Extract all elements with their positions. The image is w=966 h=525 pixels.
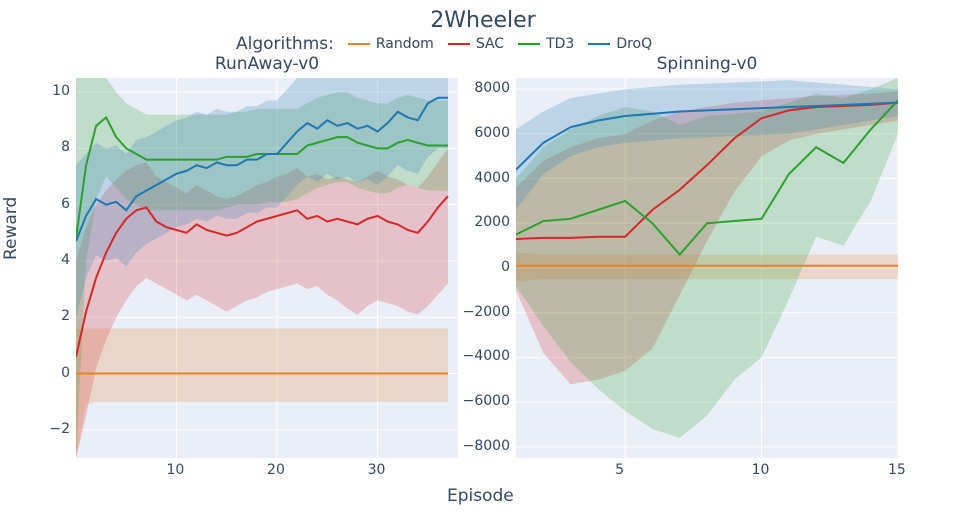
x-tick-label: 10 [167,462,185,478]
legend-swatch [588,43,610,45]
legend-swatch [448,43,470,45]
x-tick-label: 10 [752,462,770,478]
figure: 2Wheeler Algorithms: Random SAC TD3 DroQ Re… [0,0,966,525]
y-tick-label: 4 [61,252,70,268]
y-tick-label: 0 [501,259,510,275]
chart-panel [76,78,458,458]
y-tick-label: 2 [61,308,70,324]
legend-entry-label: DroQ [616,36,652,52]
y-tick-label: −2 [49,421,70,437]
y-tick-label: 0 [61,365,70,381]
panel-title: Spinning-v0 [516,54,898,74]
figure-suptitle: 2Wheeler [0,8,966,33]
legend-swatch [348,43,370,45]
legend-entry-label: TD3 [546,36,574,52]
x-tick-label: 15 [888,462,906,478]
y-axis-label: Reward [1,197,21,260]
legend: Algorithms: Random SAC TD3 DroQ [236,34,666,54]
legend-entry-label: Random [376,36,434,52]
y-tick-label: −6000 [463,393,510,409]
y-tick-label: −8000 [463,438,510,454]
y-tick-label: −4000 [463,348,510,364]
y-tick-label: 6000 [474,125,510,141]
legend-entry-label: SAC [476,36,504,52]
x-axis-label: Episode [447,486,514,506]
y-tick-label: 6 [61,196,70,212]
y-tick-label: 8 [61,139,70,155]
y-tick-label: 10 [52,83,70,99]
panel-title: RunAway-v0 [76,54,458,74]
x-tick-label: 5 [615,462,624,478]
legend-title: Algorithms: [236,34,334,54]
legend-swatch [518,43,540,45]
y-tick-label: 8000 [474,80,510,96]
y-tick-label: 4000 [474,170,510,186]
x-tick-label: 20 [267,462,285,478]
y-tick-label: −2000 [463,304,510,320]
y-tick-label: 2000 [474,214,510,230]
chart-panel [516,78,898,458]
x-tick-label: 30 [368,462,386,478]
